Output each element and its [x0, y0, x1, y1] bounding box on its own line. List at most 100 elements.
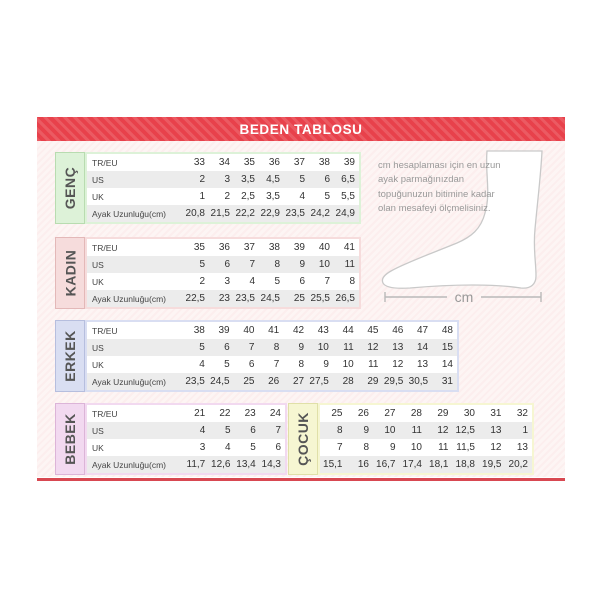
- size-cell: 13,4: [236, 459, 256, 470]
- size-cell: 4: [199, 425, 206, 436]
- section-label-text: ÇOCUK: [295, 412, 311, 466]
- row-label: US: [92, 425, 104, 436]
- size-cell: 39: [218, 325, 230, 336]
- size-cell: 23,5: [285, 208, 305, 219]
- row-label: UK: [92, 191, 104, 202]
- table-row: Ayak Uzunluğu(cm) 11,7 12,6 13,4 14,3: [87, 456, 285, 473]
- size-cell: 34: [218, 157, 230, 168]
- section-label-bebek: BEBEK: [55, 403, 85, 475]
- size-cell: 22,2: [235, 208, 255, 219]
- size-cell: 10: [318, 259, 330, 270]
- size-cell: 11,7: [186, 459, 206, 470]
- size-cell: 4: [199, 359, 205, 370]
- section-label-text: GENÇ: [62, 166, 79, 210]
- size-cell: 9: [299, 259, 305, 270]
- size-cell: 25,5: [310, 293, 330, 304]
- size-cell: 3: [199, 442, 206, 453]
- bottom-accent-bar: [37, 478, 565, 481]
- table-row: TR/EU 33 34 35 36 37 38 39: [87, 154, 359, 171]
- size-cell: 11,5: [456, 442, 475, 453]
- size-cell: 5: [274, 276, 280, 287]
- size-cell: 27: [292, 376, 305, 387]
- size-cell: 27: [384, 408, 396, 419]
- size-cell: 7: [275, 425, 281, 436]
- table-row: UK 2 3 4 5 6 7 8: [87, 273, 359, 290]
- section-label-erkek: ERKEK: [55, 320, 85, 392]
- size-cell: 11: [344, 259, 355, 270]
- row-label: Ayak Uzunluğu(cm): [92, 293, 167, 304]
- size-cell: 38: [193, 325, 205, 336]
- size-cell: 6,5: [341, 174, 355, 185]
- size-cell: 12,5: [455, 425, 475, 436]
- size-cell: 2: [199, 276, 205, 287]
- size-cell: 7: [273, 359, 280, 370]
- size-cell: 23: [244, 408, 256, 419]
- table-row: TR/EU 38 39 40 41 42 43 44 45 46 47 48: [87, 322, 457, 339]
- size-cell: 23,5: [185, 376, 205, 387]
- size-cell: 27,5: [309, 376, 329, 387]
- size-cell: 39: [343, 157, 355, 168]
- cm-measure-label: cm: [455, 289, 474, 305]
- row-label: US: [92, 174, 104, 185]
- table-row: UK 3 4 5 6: [87, 439, 285, 456]
- table-row: 15,1 16 16,7 17,4 18,1 18,8 19,5 20,2: [320, 456, 532, 473]
- size-table-erkek: TR/EU 38 39 40 41 42 43 44 45 46 47 48 US 5 6 7 8 9 10 11 12…: [85, 320, 459, 392]
- size-cell: 8: [363, 442, 369, 453]
- row-label: Ayak Uzunluğu(cm): [92, 208, 167, 219]
- table-row: US 5 6 7 8 9 10 11: [87, 256, 359, 273]
- size-cell: 44: [342, 325, 354, 336]
- size-cell: 7: [248, 342, 255, 353]
- size-cell: 15: [441, 342, 453, 353]
- size-cell: 41: [343, 242, 355, 253]
- size-cell: 29: [367, 376, 379, 387]
- size-cell: 11: [368, 359, 379, 370]
- size-cell: 28: [410, 408, 422, 419]
- table-row: Ayak Uzunluğu(cm) 20,8 21,5 22,2 22,9 23,5 24,…: [87, 205, 359, 222]
- size-cell: 31: [441, 376, 453, 387]
- size-cell: 8: [273, 342, 280, 353]
- foot-outline-path: [381, 150, 543, 289]
- section-genc: GENÇ TR/EU 33 34 35 36 37 38 39 US 2 3 3,5 4,5 5 6 6,5 UK…: [55, 152, 361, 224]
- size-cell: 20,8: [185, 208, 205, 219]
- size-table-genc: TR/EU 33 34 35 36 37 38 39 US 2 3 3,5 4,5 5 6 6,5 UK 1 2 2,…: [85, 152, 361, 224]
- table-row: US 4 5 6 7: [87, 422, 285, 439]
- size-cell: 1: [522, 425, 528, 436]
- size-cell: 24,2: [310, 208, 330, 219]
- size-cell: 6: [299, 276, 305, 287]
- section-label-text: BEBEK: [62, 413, 79, 465]
- size-cell: 36: [268, 157, 280, 168]
- size-cell: 3,5: [241, 174, 255, 185]
- size-cell: 40: [243, 325, 255, 336]
- size-cell: 12: [490, 442, 502, 453]
- section-bebek: BEBEK TR/EU 21 22 23 24 US 4 5 6 7 UK 3 4 5 6 Ayak Uzunl…: [55, 403, 287, 475]
- size-cell: 24: [269, 408, 281, 419]
- poster-frame: BEDEN TABLOSU GENÇ TR/EU 33 34 35 36 37 38 39 US 2…: [37, 117, 565, 481]
- size-cell: 42: [292, 325, 305, 336]
- table-row: US 5 6 7 8 9 10 11 12 13 14 15: [87, 339, 457, 356]
- row-label: US: [92, 259, 104, 270]
- row-label: TR/EU: [92, 408, 118, 419]
- size-cell: 29,5: [383, 376, 404, 387]
- size-cell: 12: [437, 425, 449, 436]
- size-cell: 4: [249, 276, 255, 287]
- row-label: UK: [92, 359, 104, 370]
- size-cell: 19,5: [482, 459, 502, 470]
- section-label-genc: GENÇ: [55, 152, 85, 224]
- size-cell: 20,2: [508, 459, 528, 470]
- size-cell: 25: [293, 293, 305, 304]
- size-table-cocuk: 25 26 27 28 29 30 31 32 8 9 10 11 12 12,5 13 1 7 8 9 10 11 11…: [318, 403, 534, 475]
- size-cell: 25: [243, 376, 255, 387]
- table-row: UK 4 5 6 7 8 9 10 11 12 13 14: [87, 356, 457, 373]
- size-cell: 9: [298, 342, 305, 353]
- size-cell: 31: [490, 408, 502, 419]
- size-cell: 3: [224, 174, 230, 185]
- row-label: TR/EU: [92, 325, 118, 336]
- size-cell: 3: [224, 276, 230, 287]
- section-label-text: KADIN: [62, 249, 78, 297]
- section-erkek: ERKEK TR/EU 38 39 40 41 42 43 44 45 46 47 48 US 5 6 7 8 9 1…: [55, 320, 459, 392]
- size-cell: 22: [219, 408, 231, 419]
- size-cell: 21,5: [210, 208, 230, 219]
- size-cell: 13: [490, 425, 502, 436]
- size-cell: 5: [199, 259, 205, 270]
- size-cell: 21: [194, 408, 206, 419]
